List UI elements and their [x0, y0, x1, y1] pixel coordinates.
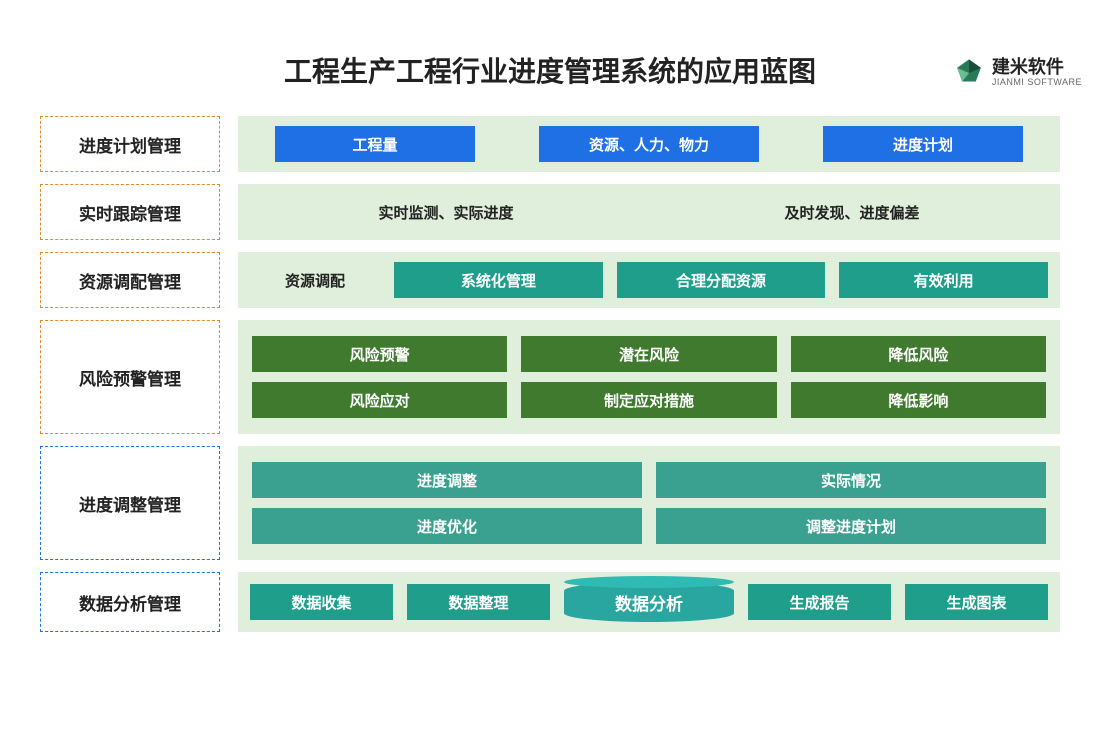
module-pill: 生成报告: [748, 584, 891, 620]
blueprint-grid: 进度计划管理 工程量 资源、人力、物力 进度计划实时跟踪管理实时监测、实际进度及时发现…: [0, 116, 1100, 632]
module-pill: 生成图表: [905, 584, 1048, 620]
module-pill: 资源、人力、物力: [539, 126, 759, 162]
inner-row: 风险预警潜在风险降低风险: [252, 336, 1046, 372]
row-content: 数据收集数据整理数据分析生成报告生成图表: [238, 572, 1060, 632]
module-pill: 调整进度计划: [656, 508, 1046, 544]
logo-icon: [952, 56, 986, 90]
module-pill: 数据整理: [407, 584, 550, 620]
module-pill: 数据收集: [250, 584, 393, 620]
blueprint-row: 进度计划管理 工程量 资源、人力、物力 进度计划: [40, 116, 1060, 172]
category-label: 进度计划管理: [40, 116, 220, 172]
category-label: 进度调整管理: [40, 446, 220, 560]
module-pill: 进度调整: [252, 462, 642, 498]
logo-en: JIANMI SOFTWARE: [992, 78, 1082, 88]
inner-row: 进度调整实际情况: [252, 462, 1046, 498]
blueprint-row: 实时跟踪管理实时监测、实际进度及时发现、进度偏差: [40, 184, 1060, 240]
blueprint-row: 进度调整管理进度调整实际情况进度优化调整进度计划: [40, 446, 1060, 560]
module-pill: 进度计划: [823, 126, 1023, 162]
logo-cn: 建米软件: [992, 58, 1082, 78]
row-content: 资源调配系统化管理合理分配资源有效利用: [238, 252, 1060, 308]
module-pill: 实时监测、实际进度: [250, 194, 642, 230]
module-pill: 有效利用: [839, 262, 1048, 298]
module-pill: 系统化管理: [394, 262, 603, 298]
module-pill: 风险预警: [252, 336, 507, 372]
module-pill: 资源调配: [250, 262, 380, 298]
module-pill: 进度优化: [252, 508, 642, 544]
module-pill: 降低风险: [791, 336, 1046, 372]
module-pill: 合理分配资源: [617, 262, 826, 298]
inner-row: 进度优化调整进度计划: [252, 508, 1046, 544]
row-content: 工程量 资源、人力、物力 进度计划: [238, 116, 1060, 172]
category-label: 资源调配管理: [40, 252, 220, 308]
category-label: 数据分析管理: [40, 572, 220, 632]
blueprint-row: 资源调配管理资源调配系统化管理合理分配资源有效利用: [40, 252, 1060, 308]
module-pill: 实际情况: [656, 462, 1046, 498]
blueprint-row: 数据分析管理数据收集数据整理数据分析生成报告生成图表: [40, 572, 1060, 632]
brand-logo: 建米软件 JIANMI SOFTWARE: [952, 56, 1082, 90]
module-pill: 及时发现、进度偏差: [656, 194, 1048, 230]
module-pill: 数据分析: [564, 582, 734, 622]
row-content: 实时监测、实际进度及时发现、进度偏差: [238, 184, 1060, 240]
category-label: 实时跟踪管理: [40, 184, 220, 240]
module-pill: 潜在风险: [521, 336, 776, 372]
module-pill: 制定应对措施: [521, 382, 776, 418]
inner-row: 风险应对制定应对措施降低影响: [252, 382, 1046, 418]
row-content: 风险预警潜在风险降低风险风险应对制定应对措施降低影响: [238, 320, 1060, 434]
category-label: 风险预警管理: [40, 320, 220, 434]
row-content: 进度调整实际情况进度优化调整进度计划: [238, 446, 1060, 560]
blueprint-row: 风险预警管理风险预警潜在风险降低风险风险应对制定应对措施降低影响: [40, 320, 1060, 434]
module-pill: 降低影响: [791, 382, 1046, 418]
module-pill: 工程量: [275, 126, 475, 162]
module-pill: 风险应对: [252, 382, 507, 418]
page-title: 工程生产工程行业进度管理系统的应用蓝图: [0, 50, 1100, 90]
